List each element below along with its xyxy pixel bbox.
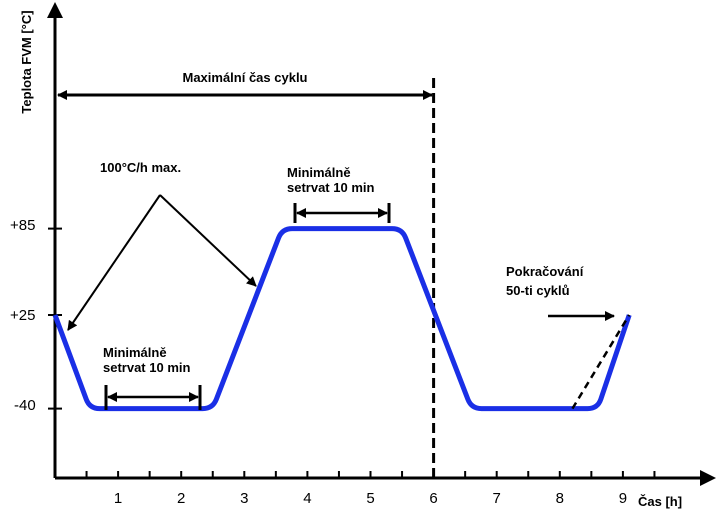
temperature-curve	[52, 226, 632, 412]
y-axis-arrow	[47, 2, 63, 18]
dwell-low-line1: Minimálně	[103, 345, 167, 360]
x-axis-arrow	[700, 470, 716, 486]
continue-line1: Pokračování	[506, 264, 584, 279]
x-axis-label: Čas [h]	[638, 494, 682, 509]
x-tick-label: 4	[303, 490, 311, 507]
x-tick-label: 8	[556, 490, 564, 507]
dwell-high-line1: Minimálně	[287, 165, 351, 180]
dwell-low-span	[104, 385, 202, 410]
x-tick-label: 7	[493, 490, 501, 507]
continue-line2: 50-ti cyklů	[506, 283, 570, 298]
x-tick-label: 9	[619, 490, 627, 507]
ramp-rate-label: 100°C/h max.	[100, 160, 181, 175]
max-cycle-label: Maximální čas cyklu	[182, 70, 307, 85]
ramp-arrow-right	[159, 194, 257, 287]
x-tick-label: 3	[240, 490, 248, 507]
x-tick-label: 6	[429, 490, 437, 507]
dashed-ramp-line	[571, 314, 631, 410]
y-tick-minus40: -40	[14, 397, 36, 414]
x-tick-label: 2	[177, 490, 185, 507]
dwell-high-span	[293, 203, 391, 223]
y-tick-85: +85	[10, 217, 35, 234]
y-tick-group: +85 +25 -40	[10, 217, 36, 414]
y-tick-25: +25	[10, 307, 35, 324]
y-axis-label: Teplota FVM [°C]	[19, 10, 34, 113]
dwell-high-line2: setrvat 10 min	[287, 180, 374, 195]
x-tick-label: 5	[366, 490, 374, 507]
x-tick-group: 1 2 3 4 5 6 7 8 9	[85, 471, 656, 507]
ramp-arrow-left	[67, 194, 161, 331]
dwell-low-line2: setrvat 10 min	[103, 360, 190, 375]
x-tick-label: 1	[114, 490, 122, 507]
